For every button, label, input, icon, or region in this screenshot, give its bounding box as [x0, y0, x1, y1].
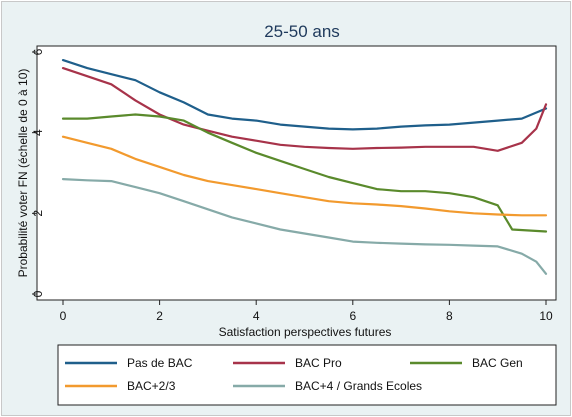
- legend-label-bac-gen: BAC Gen: [472, 356, 523, 370]
- x-axis-label: Satisfaction perspectives futures: [219, 325, 392, 339]
- legend-label-bac-4-grands-ecoles: BAC+4 / Grands Ecoles: [295, 379, 422, 393]
- x-tick-label: 4: [253, 309, 260, 323]
- legend-label-pas-de-bac: Pas de BAC: [127, 356, 193, 370]
- y-tick-label: 0: [31, 290, 45, 297]
- chart-title: 25-50 ans: [264, 22, 340, 41]
- legend-label-bac-2-3: BAC+2/3: [127, 379, 176, 393]
- series-line-bac-pro: [61, 67, 548, 152]
- series-lines: [61, 59, 548, 275]
- y-axis-label: Probabilité voter FN (échelle de 0 à 10): [16, 69, 30, 278]
- axis-ticks: 0 2 4 6 8 10 0 2 4 6: [31, 48, 553, 323]
- plot-area: [36, 45, 557, 301]
- x-tick-label: 6: [349, 309, 356, 323]
- y-tick-label: 6: [31, 48, 45, 55]
- legend-box: [57, 344, 557, 406]
- legend-label-bac-pro: BAC Pro: [295, 356, 342, 370]
- x-tick-label: 0: [60, 309, 67, 323]
- y-tick-label: 2: [31, 210, 45, 217]
- series-line-bac-2-3: [61, 135, 548, 217]
- x-tick-label: 8: [446, 309, 453, 323]
- legend: Pas de BAC BAC Pro BAC Gen BAC+2/3 BAC+4 / G…: [65, 356, 523, 393]
- series-line-bac-4-grands-ecoles: [61, 178, 548, 275]
- x-tick-label: 2: [156, 309, 163, 323]
- x-tick-label: 10: [539, 309, 553, 323]
- series-line-bac-gen: [61, 113, 548, 233]
- y-tick-label: 4: [31, 129, 45, 136]
- series-line-pas-de-bac: [61, 59, 548, 131]
